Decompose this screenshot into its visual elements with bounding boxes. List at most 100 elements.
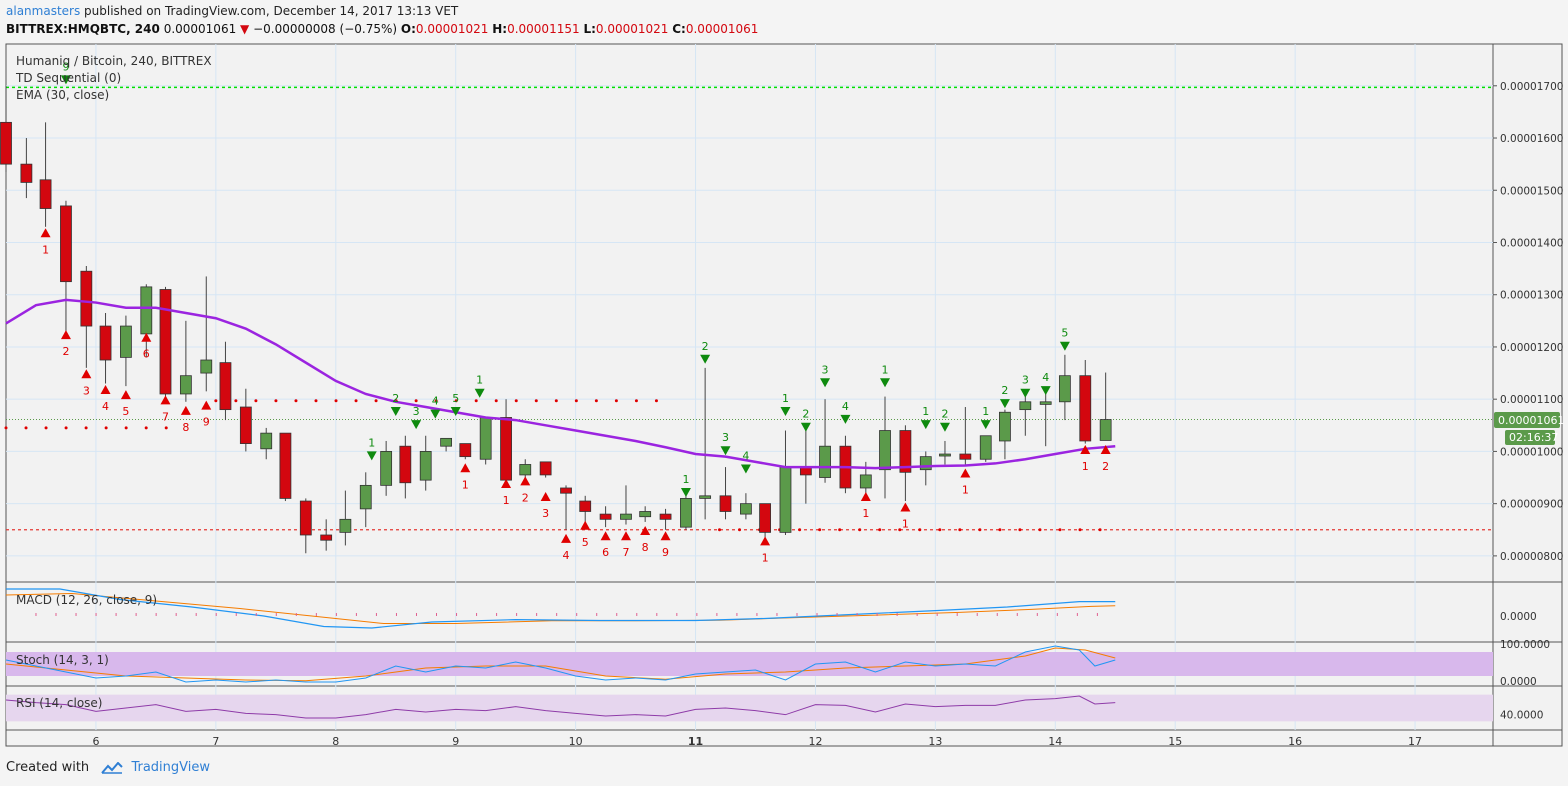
td-buy-setup-triangle <box>960 468 971 478</box>
legend-layer: Humaniq / Bitcoin, 240, BITTREX TD Seque… <box>15 54 212 710</box>
td-stop-dot <box>434 399 438 403</box>
td-stop-dot <box>718 528 722 532</box>
bull-candle <box>339 490 352 546</box>
td-buy-setup-triangle <box>580 520 591 530</box>
bull-candle <box>260 427 273 460</box>
candle-body <box>320 534 333 541</box>
candle-body <box>779 466 792 533</box>
legend-macd: MACD (12, 26, close, 9) <box>16 593 157 607</box>
td-buy-setup-count: 7 <box>622 546 629 559</box>
symbol-label: BITTREX:HMQBTC, 240 <box>6 22 160 36</box>
td-sell-setup-count: 3 <box>413 405 420 418</box>
td-sell-setup-triangle <box>999 399 1010 409</box>
td-sell-setup-triangle <box>800 422 811 432</box>
td-buy-setup-count: 9 <box>203 416 210 429</box>
bear-candle <box>599 506 612 528</box>
td-buy-setup-count: 2 <box>522 491 529 504</box>
ohlc-header: BITTREX:HMQBTC, 240 0.00001061 ▼ −0.0000… <box>6 22 758 36</box>
bear-candle <box>579 495 592 522</box>
candle-body <box>120 325 132 358</box>
td-buy-setup-triangle <box>60 330 71 340</box>
candle-body <box>979 435 992 460</box>
candle-body <box>359 484 372 510</box>
timer-badge-bg <box>1505 430 1555 445</box>
candle-body <box>539 461 552 476</box>
td-sell-setup-count: 1 <box>682 473 689 486</box>
open-value: 0.00001021 <box>415 22 489 36</box>
candle-body <box>999 411 1011 442</box>
td-sell-setup-count: 9 <box>62 60 69 73</box>
candle-body <box>380 451 393 486</box>
author-link[interactable]: alanmasters <box>6 4 81 18</box>
bull-candle <box>179 320 192 402</box>
y-tick-label: 0.00000900 <box>1500 499 1563 511</box>
td-stop-dot <box>474 399 478 403</box>
candles-layer[interactable] <box>0 85 1112 554</box>
timer-badge: 02:16:37 <box>1509 431 1558 444</box>
high-label: H: <box>492 22 508 36</box>
td-stop-dot <box>978 528 982 532</box>
td-buy-setup-count: 3 <box>542 507 549 520</box>
td-buy-setup-triangle <box>120 390 131 400</box>
td-stop-dot <box>818 528 822 532</box>
x-tick-label: 9 <box>452 735 459 748</box>
td-sell-setup-triangle <box>700 354 711 364</box>
stoch-axis-top-label: 100.0000 <box>1500 639 1550 651</box>
tradingview-logo-icon <box>101 761 124 774</box>
td-sell-setup-triangle <box>450 407 461 417</box>
td-stop-dot <box>958 528 962 532</box>
y-tick-label: 0.00000800 <box>1500 551 1563 563</box>
td-buy-setup-count: 5 <box>122 405 129 418</box>
macd-zero-label: 0.0000 <box>1500 611 1537 623</box>
legend-stoch: Stoch (14, 3, 1) <box>16 653 109 667</box>
y-tick-label: 0.00001000 <box>1500 446 1563 458</box>
td-buy-setup-triangle <box>160 395 171 405</box>
close-label: C: <box>672 22 686 36</box>
td-stop-dot <box>1078 528 1082 532</box>
candle-body <box>459 443 472 458</box>
td-buy-setup-triangle <box>900 502 911 512</box>
td-buy-setup-count: 8 <box>642 541 649 554</box>
td-stop-dot <box>144 426 148 430</box>
td-buy-setup-triangle <box>100 384 111 394</box>
bull-candle <box>120 315 132 387</box>
td-sell-setup-count: 4 <box>432 395 439 408</box>
td-buy-setup-count: 1 <box>862 507 869 520</box>
ema-layer <box>5 298 1116 470</box>
td-stop-dot <box>454 399 458 403</box>
publish-header: alanmasters published on TradingView.com… <box>6 4 458 18</box>
td-stop-dot <box>374 399 378 403</box>
bull-candle <box>380 440 393 496</box>
axes-layer: 0.00000800 0.00000900 0.00001000 0.0000 1 100… <box>92 81 1563 748</box>
td-sell-setup-triangle <box>680 487 691 497</box>
x-tick-label: 16 <box>1288 735 1302 748</box>
td-sell-setup-triangle <box>820 378 831 388</box>
td-stop-dot <box>274 399 278 403</box>
candle-body <box>339 518 352 533</box>
bear-candle <box>219 341 232 421</box>
bull-candle <box>1019 393 1032 436</box>
candle-body <box>219 362 232 411</box>
td-sell-setup-count: 1 <box>982 405 989 418</box>
bear-candle <box>659 508 672 530</box>
y-tick-label: 0.00001300 <box>1500 290 1563 302</box>
td-sell-setup-triangle <box>411 420 422 430</box>
td-buy-setup-triangle <box>501 478 512 488</box>
rsi-line <box>5 695 1116 719</box>
chart-grid <box>6 44 1493 730</box>
td-stop-dot <box>414 399 418 403</box>
td-sell-setup-triangle <box>980 420 991 430</box>
candle-body <box>60 205 72 283</box>
td-sell-setup-triangle <box>1020 388 1031 398</box>
rsi-axis-label: 40.0000 <box>1500 710 1543 722</box>
legend-ema: EMA (30, close) <box>16 88 109 102</box>
td-buy-setup-triangle <box>1100 445 1111 455</box>
bull-candle <box>819 399 831 483</box>
bear-candle <box>899 425 912 502</box>
td-stop-dot <box>918 528 922 532</box>
tradingview-link[interactable]: TradingView <box>131 760 210 775</box>
td-sell-setup-triangle <box>474 388 485 398</box>
price-change: −0.00000008 (−0.75%) <box>253 22 398 36</box>
candle-body <box>639 511 652 518</box>
